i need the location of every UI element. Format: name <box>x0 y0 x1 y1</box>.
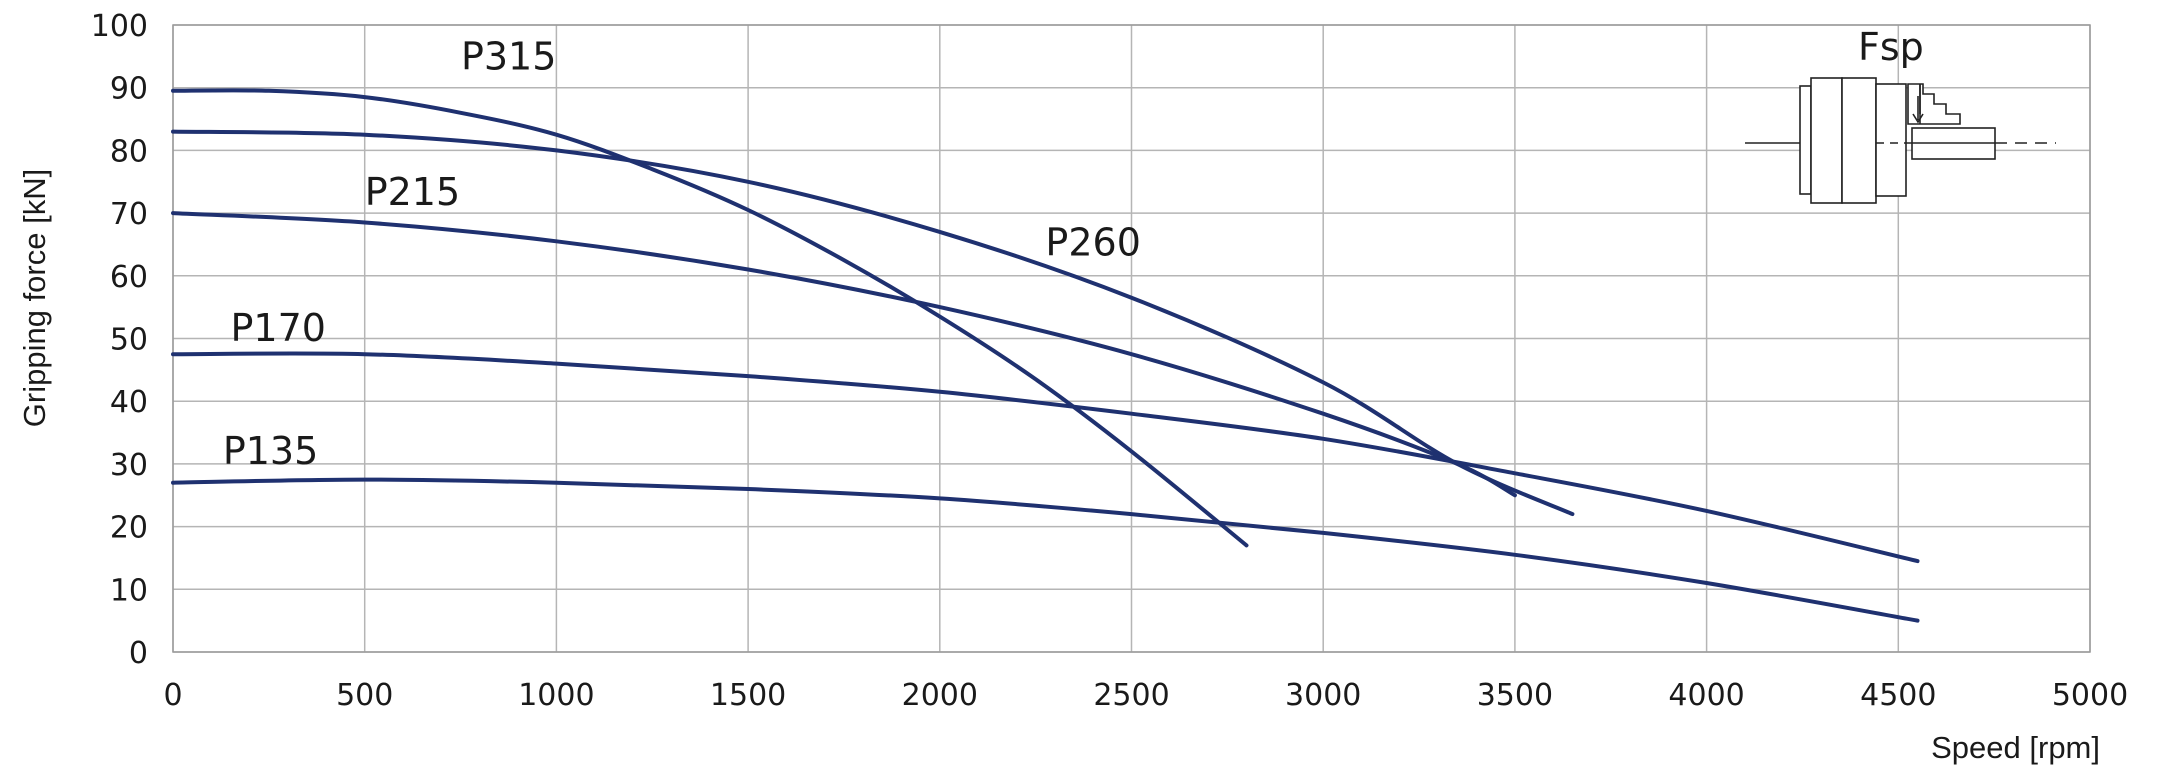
plot-frame <box>172 24 2091 653</box>
y-tick-label: 100 <box>91 9 148 44</box>
inset-label-fsp: Fsp <box>1858 25 1924 69</box>
series-label-p135: P135 <box>223 429 318 473</box>
x-tick-label: 4000 <box>1668 678 1744 713</box>
series-line-p215 <box>171 211 1517 498</box>
y-tick-label: 20 <box>110 511 148 546</box>
y-tick-label: 70 <box>110 197 148 232</box>
y-axis-label: Gripping force [kN] <box>17 169 52 427</box>
y-tick-label: 40 <box>110 385 148 420</box>
x-tick-label: 2500 <box>1093 678 1169 713</box>
y-tick-label: 80 <box>110 134 148 169</box>
series-label-p315: P315 <box>461 35 556 79</box>
y-tick-labels: 0 10 20 30 40 50 60 70 80 90 100 <box>91 9 148 671</box>
x-tick-label: 4500 <box>1860 678 1936 713</box>
x-tick-labels: 0 500 1000 1500 2000 2500 3000 3500 4000 4500 5000 <box>163 678 2128 713</box>
y-tick-label: 60 <box>110 260 148 295</box>
y-tick-label: 0 <box>129 636 148 671</box>
x-tick-label: 5000 <box>2052 678 2128 713</box>
y-tick-label: 30 <box>110 448 148 483</box>
y-tick-label: 50 <box>110 323 148 358</box>
x-tick-label: 3500 <box>1477 678 1553 713</box>
x-tick-label: 500 <box>336 678 393 713</box>
series-label-p170: P170 <box>231 306 326 350</box>
series-label-p260: P260 <box>1045 220 1140 264</box>
x-tick-label: 1000 <box>518 678 594 713</box>
series-line-p260 <box>171 129 1575 517</box>
series-label-p215: P215 <box>365 170 460 214</box>
x-tick-label: 3000 <box>1285 678 1361 713</box>
series-line-p315 <box>171 88 1249 548</box>
series-line-p170 <box>171 351 1920 564</box>
series-line-p135 <box>171 477 1920 623</box>
y-tick-label: 90 <box>110 72 148 107</box>
chuck-drawing <box>1745 77 2056 204</box>
y-tick-label: 10 <box>110 573 148 608</box>
series-lines <box>171 88 1920 623</box>
x-axis-label: Speed [rpm] <box>1931 730 2100 765</box>
x-tick-label: 1500 <box>710 678 786 713</box>
x-tick-label: 0 <box>163 678 182 713</box>
series-labels: P315 P260 P215 P170 P135 <box>223 35 1141 473</box>
chuck-diagram-inset: Fsp <box>1745 25 2056 204</box>
x-tick-label: 2000 <box>902 678 978 713</box>
